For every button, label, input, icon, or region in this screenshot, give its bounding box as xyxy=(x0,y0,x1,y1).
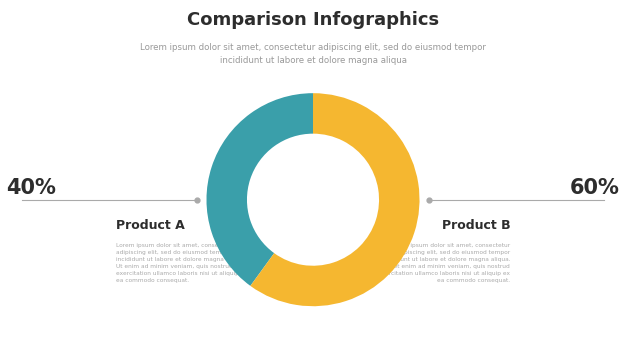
Text: 60%: 60% xyxy=(570,178,620,198)
Text: Lorem ipsum dolor sit amet, consectetur
adipiscing elit, sed do eiusmod tempor
i: Lorem ipsum dolor sit amet, consectetur … xyxy=(378,243,510,283)
Text: Product A: Product A xyxy=(116,219,185,232)
Wedge shape xyxy=(207,93,313,286)
Text: 40%: 40% xyxy=(6,178,56,198)
Text: Product B: Product B xyxy=(441,219,510,232)
Text: Lorem ipsum dolor sit amet, consectetur
adipiscing elit, sed do eiusmod tempor
i: Lorem ipsum dolor sit amet, consectetur … xyxy=(116,243,248,283)
Wedge shape xyxy=(250,93,419,306)
Text: Comparison Infographics: Comparison Infographics xyxy=(187,11,439,29)
Text: Lorem ipsum dolor sit amet, consectetur adipiscing elit, sed do eiusmod tempor
i: Lorem ipsum dolor sit amet, consectetur … xyxy=(140,43,486,65)
